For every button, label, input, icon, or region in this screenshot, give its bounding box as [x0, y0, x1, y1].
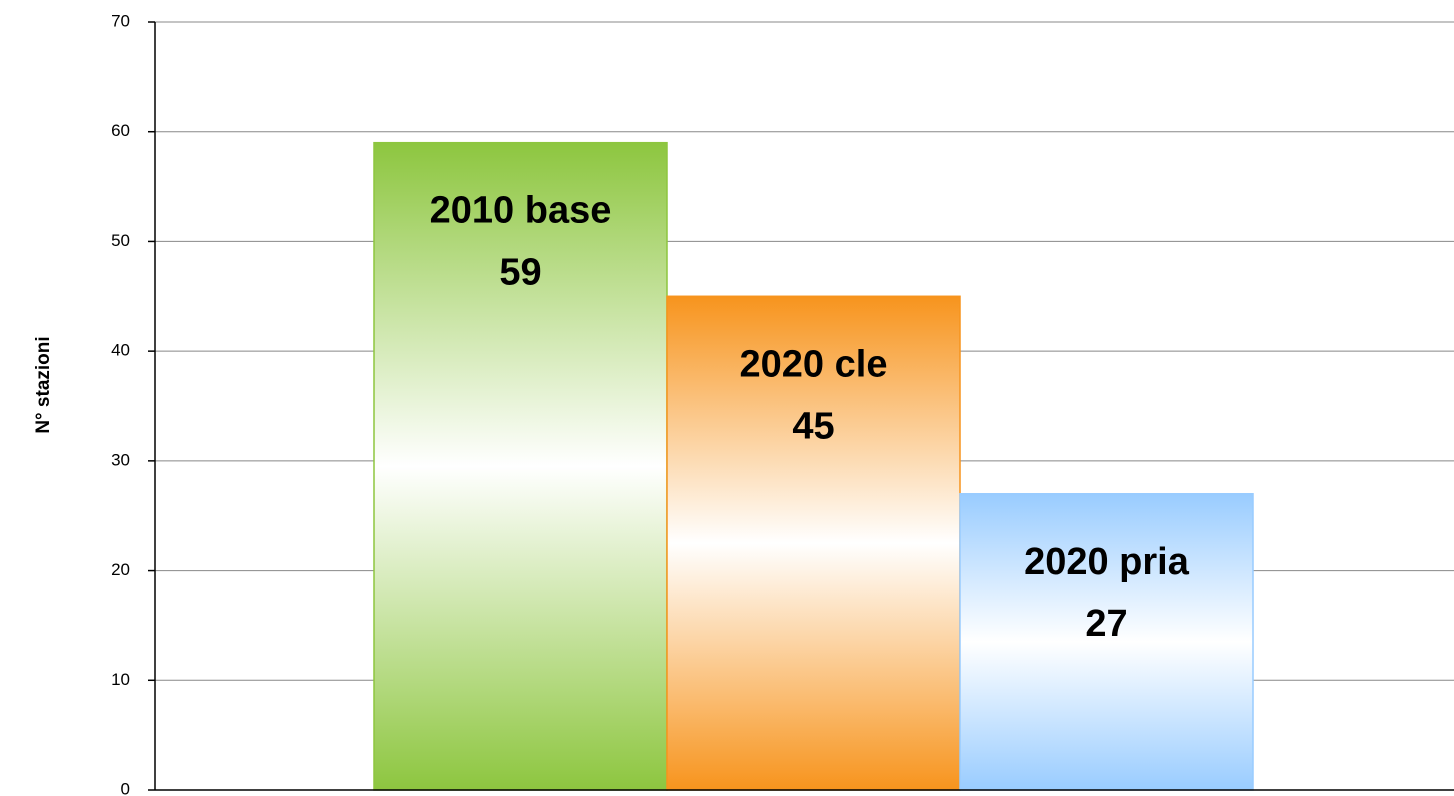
bar	[666, 295, 961, 791]
y-tick-label: 50	[111, 231, 130, 250]
y-tick-label: 60	[111, 121, 130, 140]
bar	[373, 141, 668, 791]
bar-category-label: 2010 base	[430, 190, 612, 232]
bar-category-label: 2020 cle	[740, 343, 888, 385]
y-tick-label: 20	[111, 560, 130, 579]
value-label: 59	[499, 252, 541, 294]
y-tick-label: 30	[111, 450, 130, 469]
y-axis-title: N° stazioni	[33, 336, 54, 433]
bar-category-label: 2020 pria	[1024, 541, 1190, 583]
y-tick-label: 40	[111, 341, 130, 360]
y-tick-label: 0	[121, 779, 130, 796]
value-label: 27	[1085, 603, 1127, 645]
value-label: 45	[792, 405, 834, 447]
y-tick-label: 10	[111, 670, 130, 689]
y-tick-label: 70	[111, 11, 130, 30]
bar	[959, 493, 1254, 791]
